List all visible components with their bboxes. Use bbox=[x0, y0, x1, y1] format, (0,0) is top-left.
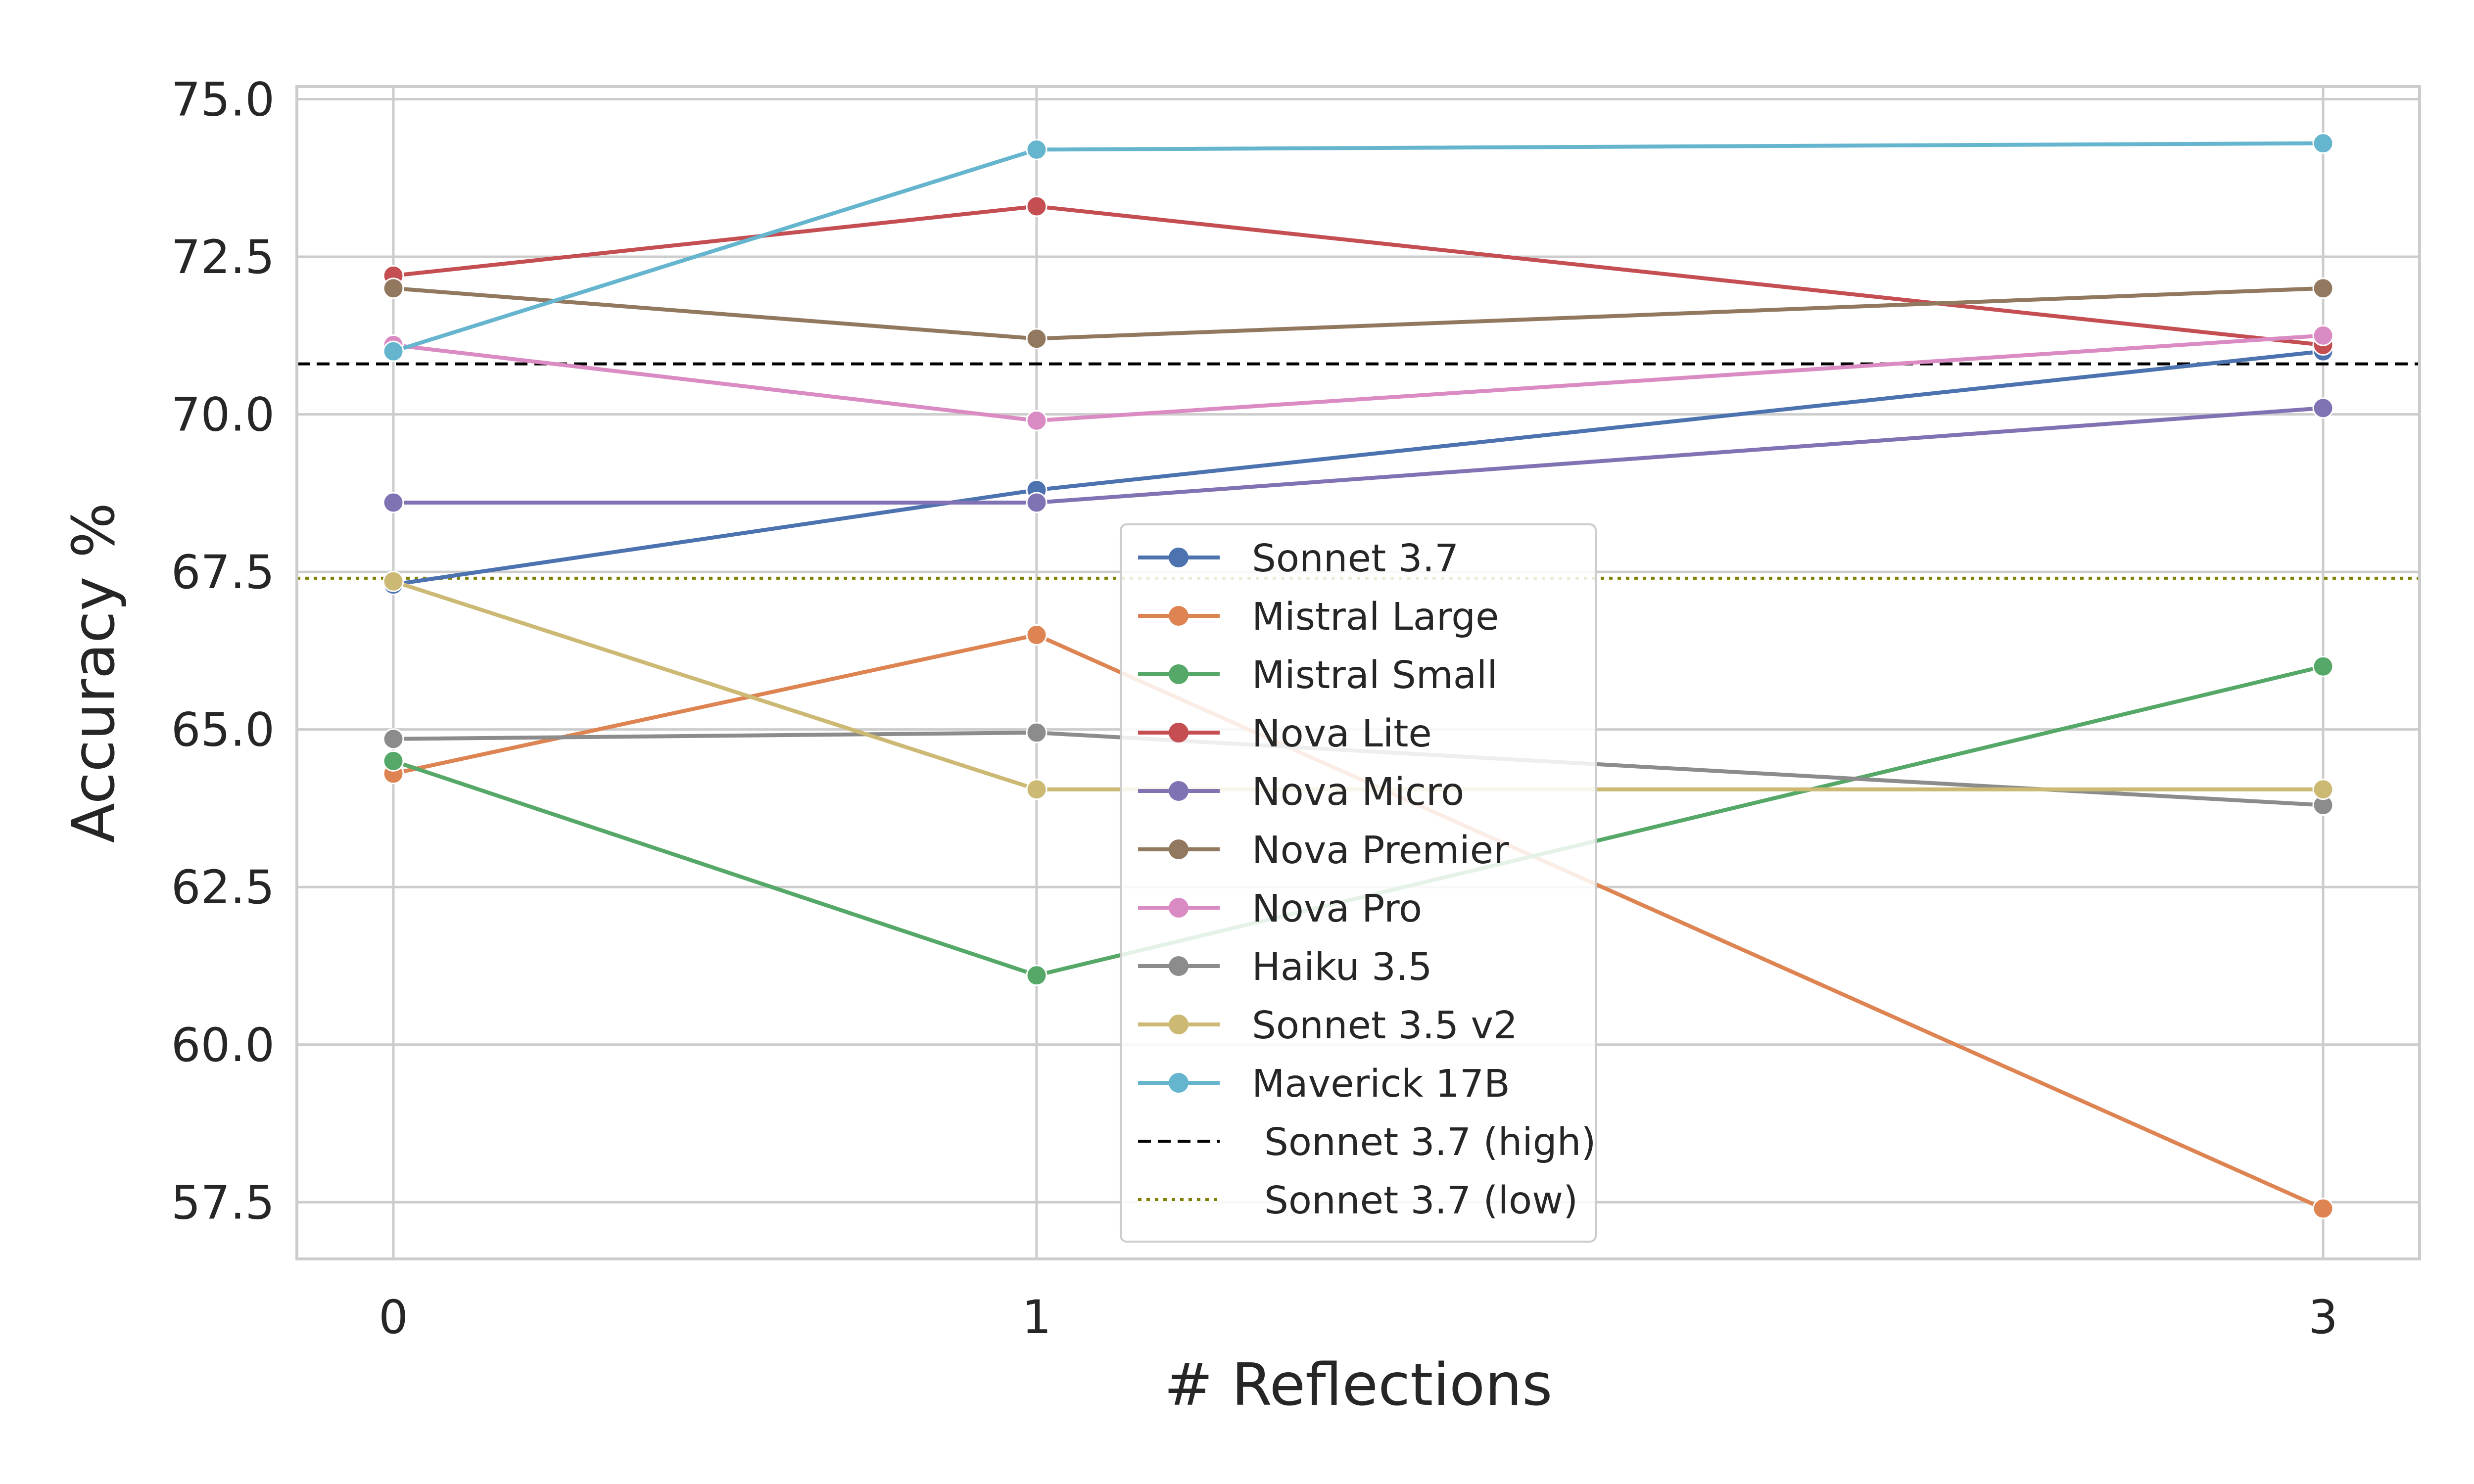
y-tick-label: 75.0 bbox=[171, 73, 275, 127]
data-point bbox=[1026, 722, 1047, 743]
legend: Sonnet 3.7 Mistral Large Mistral Small Nova… bbox=[1120, 523, 1597, 1243]
legend-label: Sonnet 3.7 (low) bbox=[1264, 1179, 1578, 1223]
y-tick-label: 62.5 bbox=[171, 861, 275, 915]
legend-label: Nova Pro bbox=[1252, 887, 1422, 931]
data-point bbox=[382, 492, 404, 513]
legend-marker bbox=[1169, 781, 1189, 801]
data-point bbox=[2312, 779, 2334, 800]
y-axis-label: Accuracy % bbox=[59, 503, 128, 843]
legend-marker bbox=[1169, 956, 1189, 976]
legend-marker bbox=[1169, 898, 1189, 918]
legend-marker bbox=[1169, 839, 1189, 859]
y-tick-label: 72.5 bbox=[171, 231, 275, 284]
data-point bbox=[382, 340, 404, 362]
data-point bbox=[2312, 655, 2334, 677]
y-tick-label: 65.0 bbox=[171, 703, 275, 757]
data-point bbox=[1026, 139, 1047, 160]
legend-marker bbox=[1169, 723, 1189, 742]
legend-label: Maverick 17B bbox=[1252, 1062, 1510, 1106]
legend-label: Mistral Small bbox=[1252, 653, 1498, 697]
data-point bbox=[1026, 492, 1047, 513]
plot-frame bbox=[295, 85, 2421, 1260]
legend-marker bbox=[1169, 1073, 1189, 1093]
data-point bbox=[2312, 133, 2334, 154]
data-point bbox=[1026, 328, 1047, 350]
y-tick-label: 57.5 bbox=[171, 1176, 275, 1230]
legend-label: Nova Micro bbox=[1252, 770, 1464, 814]
data-point bbox=[2312, 397, 2334, 419]
legend-label: Sonnet 3.7 (high) bbox=[1264, 1120, 1596, 1164]
legend-marker bbox=[1169, 606, 1189, 626]
legend-label: Nova Lite bbox=[1252, 712, 1432, 756]
data-series bbox=[382, 133, 2334, 1219]
legend-label: Sonnet 3.7 bbox=[1252, 537, 1459, 581]
legend-label: Haiku 3.5 bbox=[1252, 945, 1432, 989]
x-axis-label: # Reflections bbox=[1164, 1350, 1553, 1419]
legend-label: Nova Premier bbox=[1252, 829, 1509, 873]
data-point bbox=[382, 278, 404, 299]
data-point bbox=[2312, 1198, 2334, 1219]
x-tick-label: 1 bbox=[1022, 1291, 1051, 1345]
data-point bbox=[382, 728, 404, 750]
y-tick-label: 60.0 bbox=[171, 1019, 275, 1072]
legend-label: Sonnet 3.5 v2 bbox=[1252, 1004, 1518, 1048]
data-point bbox=[1026, 965, 1047, 986]
data-point bbox=[1026, 779, 1047, 800]
x-tick-label: 3 bbox=[2308, 1291, 2338, 1345]
legend-label: Mistral Large bbox=[1252, 595, 1499, 639]
data-point bbox=[1026, 195, 1047, 217]
y-tick-label: 67.5 bbox=[171, 546, 275, 600]
data-point bbox=[2312, 278, 2334, 299]
data-point bbox=[1026, 410, 1047, 431]
legend-box bbox=[1120, 523, 1597, 1243]
data-point bbox=[1026, 624, 1047, 646]
legend-marker bbox=[1169, 664, 1189, 684]
axis-ticks: 57.5 60.0 62.5 65.0 67.5 70.0 72.5 75.0 0 1 3 bbox=[171, 73, 2338, 1345]
y-tick-label: 70.0 bbox=[171, 388, 275, 442]
data-point bbox=[382, 570, 404, 592]
legend-marker bbox=[1169, 548, 1189, 567]
x-tick-label: 0 bbox=[379, 1291, 408, 1345]
legend-marker bbox=[1169, 1015, 1189, 1034]
data-point bbox=[382, 750, 404, 772]
data-point bbox=[2312, 325, 2334, 346]
plot-border bbox=[295, 85, 2421, 1260]
